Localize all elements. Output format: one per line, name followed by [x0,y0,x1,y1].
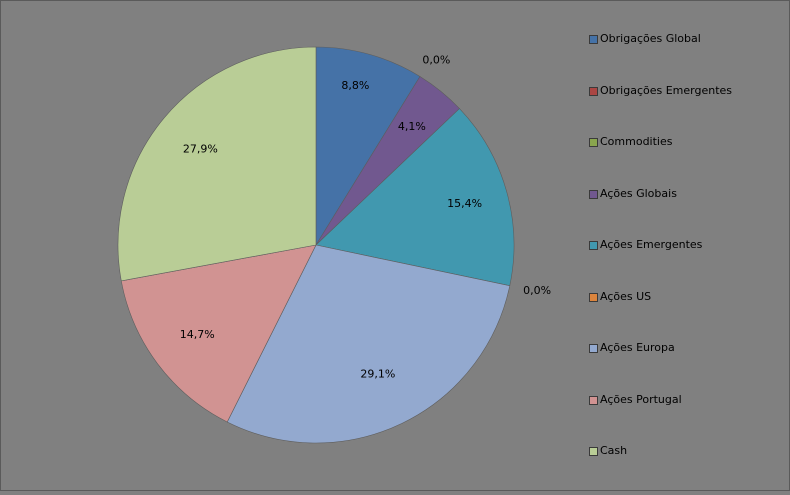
legend: Obrigações Global Obrigações Emergentes Co… [589,31,784,495]
pie-slices [117,46,515,444]
legend-label: Ações US [600,289,652,303]
pie-slice-8 [120,244,317,423]
legend-swatch [589,395,598,405]
data-label-2: 0,0% [422,54,450,67]
legend-swatch [589,241,598,250]
data-label-9: 27,9% [183,143,218,156]
legend-label: Cash [600,444,628,457]
legend-swatch [589,344,598,353]
pie-slice-5 [315,108,515,287]
data-label-7: 29,1% [360,367,395,380]
legend-swatch [589,35,598,44]
pie-slice-7 [226,244,511,444]
legend-item: Obrigações Global [589,31,784,83]
data-label-8: 14,7% [180,328,215,341]
pie-data-labels: 8,8% 0,0% 4,1% 15,4% 0,0% 29,1% 14,7% 27,9% [180,54,551,381]
legend-swatch [589,189,598,199]
legend-item: Cash [589,443,784,495]
data-label-1: 8,8% [341,79,369,92]
data-label-6: 0,0% [523,284,551,297]
legend-item: Commodities [589,134,784,186]
legend-label: Obrigações Global [600,32,701,45]
legend-label: Obrigações Emergentes [600,83,733,97]
pie-slice-1 [315,46,421,247]
data-label-4: 4,1% [398,120,426,133]
pie-slice-9 [117,46,317,282]
legend-item: Ações US [589,289,784,341]
legend-label: Ações Europa [600,341,675,354]
legend-swatch [589,292,598,302]
legend-swatch [589,86,598,96]
legend-label: Commodities [600,135,673,148]
legend-item: Ações Europa [589,340,784,392]
legend-label: Ações Portugal [600,392,682,406]
legend-label: Ações Emergentes [600,238,703,251]
data-label-5: 15,4% [447,197,482,210]
legend-swatch [589,138,598,147]
legend-item: Obrigações Emergentes [589,83,784,135]
legend-item: Ações Portugal [589,392,784,444]
legend-item: Ações Emergentes [589,237,784,289]
legend-label: Ações Globais [600,186,677,200]
legend-swatch [589,447,598,456]
legend-item: Ações Globais [589,186,784,238]
